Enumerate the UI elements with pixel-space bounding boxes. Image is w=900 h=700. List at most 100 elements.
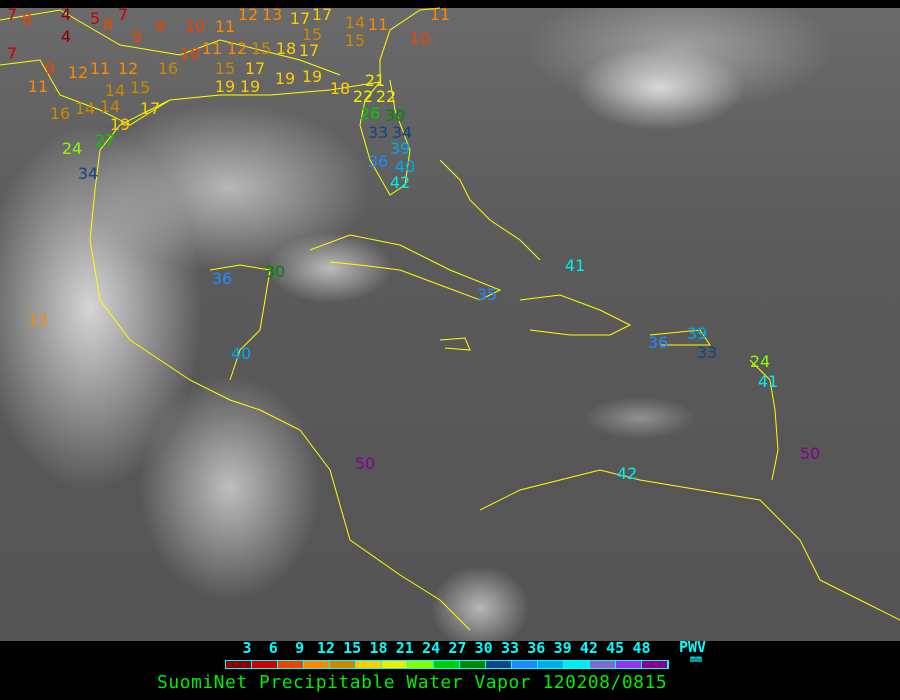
station-pwv-value: 27	[95, 131, 115, 150]
station-pwv-value: 35	[477, 285, 497, 304]
station-pwv-value: 11	[430, 5, 450, 24]
station-pwv-value: 17	[312, 5, 332, 24]
color-legend: 3 6 9 12 15 18 21 24 27 30 33 36 39 42 45 48 PWV mm Suo…	[0, 638, 900, 700]
station-pwv-value: 15	[251, 39, 271, 58]
coastline	[749, 359, 779, 481]
station-pwv-value: 17	[140, 99, 160, 118]
coastline	[649, 329, 711, 346]
coastline	[359, 79, 411, 196]
legend-tick: 24	[422, 639, 441, 657]
color-swatch	[356, 661, 382, 668]
station-pwv-value: 19	[275, 69, 295, 88]
station-pwv-value: 4	[61, 27, 71, 46]
station-pwv-value: 24	[62, 139, 82, 158]
station-pwv-value: 41	[565, 256, 585, 275]
station-pwv-value: 11	[202, 39, 222, 58]
station-pwv-value: 36	[212, 269, 232, 288]
station-pwv-value: 12	[238, 5, 258, 24]
coastline	[439, 337, 471, 351]
coastline	[439, 159, 541, 261]
station-pwv-value: 14	[75, 99, 95, 118]
color-swatch	[408, 661, 434, 668]
station-pwv-value: 33	[697, 343, 717, 362]
station-pwv-value: 14	[345, 13, 365, 32]
legend-tick: 18	[369, 639, 388, 657]
station-pwv-value: 42	[390, 173, 410, 192]
station-pwv-value: 7	[7, 44, 17, 63]
coastline	[89, 99, 471, 631]
station-pwv-value: 13	[28, 310, 48, 329]
station-pwv-value: 8	[103, 15, 113, 34]
station-pwv-value: 21	[365, 71, 385, 90]
legend-tick: 48	[632, 639, 651, 657]
legend-tick: 45	[606, 639, 625, 657]
legend-tick: 36	[527, 639, 546, 657]
station-pwv-value: 5	[90, 9, 100, 28]
station-pwv-value: 30	[385, 106, 405, 125]
station-pwv-value: 8	[22, 10, 32, 29]
color-swatch	[512, 661, 538, 668]
station-pwv-value: 17	[245, 59, 265, 78]
station-pwv-value: 33	[368, 123, 388, 142]
color-swatch	[382, 661, 408, 668]
station-pwv-value: 18	[276, 39, 296, 58]
station-pwv-value: 26	[360, 104, 380, 123]
color-swatch	[460, 661, 486, 668]
coastline	[209, 264, 271, 381]
color-swatch	[538, 661, 564, 668]
station-pwv-value: 50	[355, 454, 375, 473]
station-pwv-value: 40	[231, 344, 251, 363]
legend-tick: 30	[474, 639, 493, 657]
color-scale-bar	[225, 660, 669, 669]
legend-unit: mm	[690, 654, 703, 665]
station-pwv-value: 14	[105, 81, 125, 100]
legend-tick: 33	[500, 639, 520, 657]
station-pwv-value: 12	[118, 59, 138, 78]
color-swatch	[434, 661, 460, 668]
color-swatch	[486, 661, 512, 668]
color-swatch	[252, 661, 278, 668]
coastline	[0, 9, 341, 76]
station-pwv-value: 13	[262, 5, 282, 24]
legend-unit-label: PWV	[679, 638, 707, 656]
station-pwv-value: 36	[368, 152, 388, 171]
station-pwv-value: 15	[215, 59, 235, 78]
station-pwv-value: 17	[290, 9, 310, 28]
station-pwv-value: 11	[90, 59, 110, 78]
color-swatch	[226, 661, 252, 668]
station-pwv-value: 34	[392, 123, 412, 142]
legend-tick: 9	[295, 639, 305, 657]
coastline	[519, 294, 632, 336]
coastline	[0, 7, 441, 126]
station-pwv-value: 24	[750, 352, 770, 371]
station-pwv-value: 22	[353, 87, 373, 106]
station-pwv-value: 16	[158, 59, 178, 78]
color-swatch	[642, 661, 668, 668]
color-swatch	[590, 661, 616, 668]
color-swatch	[616, 661, 642, 668]
station-pwv-value: 11	[28, 77, 48, 96]
station-pwv-value: 36	[648, 333, 668, 352]
station-pwv-value: 11	[368, 15, 388, 34]
station-pwv-value: 10	[410, 29, 430, 48]
color-swatch	[564, 661, 590, 668]
station-pwv-value: 11	[215, 17, 235, 36]
station-pwv-value: 15	[130, 78, 150, 97]
legend-tick: 42	[579, 639, 598, 657]
station-pwv-value: 42	[617, 464, 637, 483]
legend-tick: 3	[242, 639, 252, 657]
station-pwv-value: 14	[100, 97, 120, 116]
station-pwv-value: 9	[45, 59, 55, 78]
legend-tick: 21	[395, 639, 414, 657]
station-pwv-value: 40	[395, 157, 415, 176]
station-pwv-value: 18	[330, 79, 350, 98]
station-pwv-value: 41	[758, 372, 778, 391]
satellite-image	[0, 8, 900, 641]
legend-tick: 27	[448, 639, 467, 657]
color-swatch	[304, 661, 330, 668]
station-pwv-value: 16	[50, 104, 70, 123]
station-pwv-value: 30	[265, 262, 285, 281]
legend-tick: 12	[316, 639, 335, 657]
station-pwv-value: 50	[800, 444, 820, 463]
